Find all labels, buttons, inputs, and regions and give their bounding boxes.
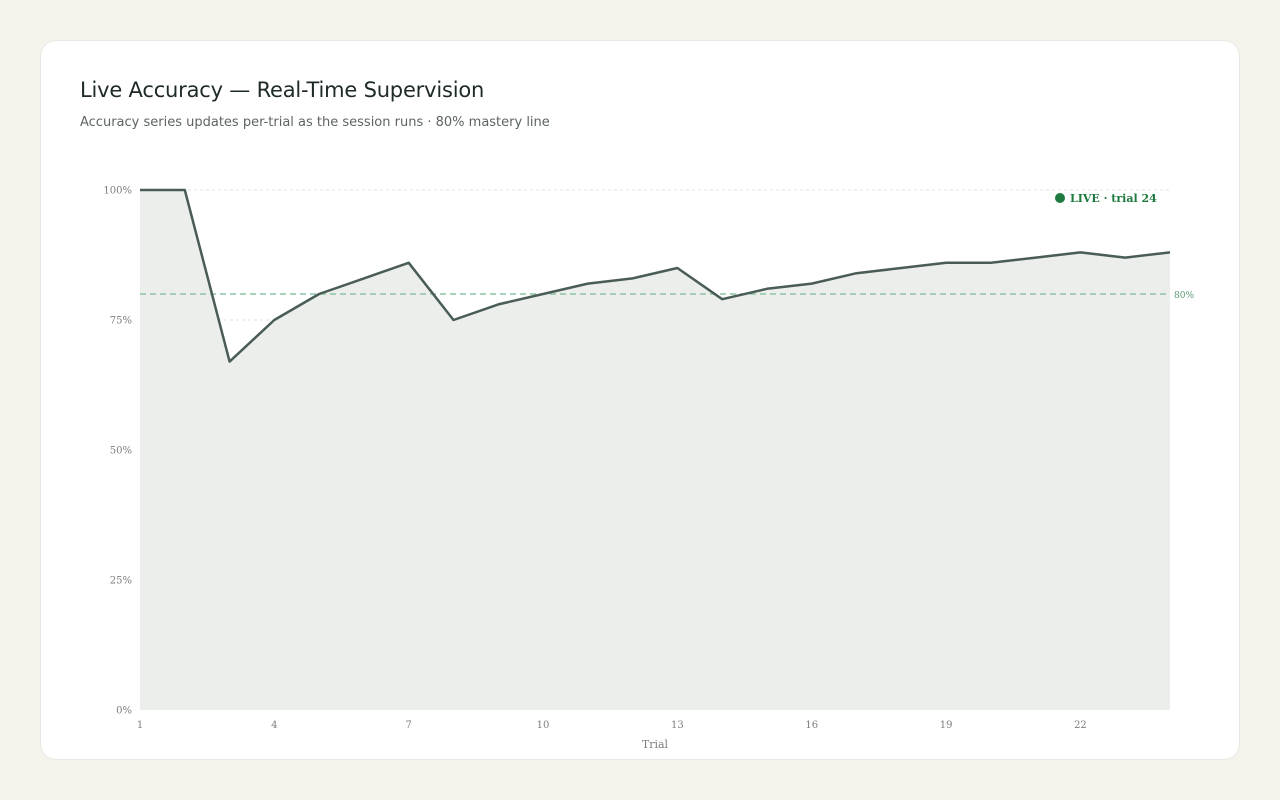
data-point <box>272 318 276 322</box>
data-point <box>989 261 993 265</box>
x-tick-label: 16 <box>805 720 818 731</box>
y-tick-label: 25% <box>110 576 132 587</box>
data-point <box>810 282 814 286</box>
data-point <box>720 297 724 301</box>
data-point <box>451 318 455 322</box>
y-tick-label: 0% <box>116 706 132 717</box>
x-axis-label: Trial <box>642 738 669 751</box>
data-point <box>1034 256 1038 260</box>
x-tick-label: 13 <box>671 720 684 731</box>
data-point <box>317 292 321 296</box>
data-point <box>855 271 859 275</box>
data-point <box>1123 256 1127 260</box>
chart-subtitle: Accuracy series updates per-trial as the… <box>80 115 550 130</box>
data-point <box>183 188 187 192</box>
data-point <box>228 360 232 364</box>
data-point <box>362 276 366 280</box>
data-point <box>407 261 411 265</box>
mastery-threshold-label: 80% <box>1174 291 1194 301</box>
live-indicator-label: LIVE · trial 24 <box>1070 192 1157 205</box>
page-title: Live Accuracy — Real-Time Supervision <box>80 78 485 102</box>
data-point <box>675 266 679 270</box>
data-point <box>541 292 545 296</box>
data-point <box>138 188 142 192</box>
accuracy-line <box>140 188 1171 363</box>
x-tick-label: 19 <box>940 720 953 731</box>
data-point <box>631 276 635 280</box>
x-tick-label: 7 <box>406 720 412 731</box>
data-point <box>586 282 590 286</box>
y-tick-label: 75% <box>110 316 132 327</box>
y-tick-label: 100% <box>103 186 132 197</box>
data-point <box>899 266 903 270</box>
accuracy-area <box>140 190 1170 710</box>
data-point <box>1168 250 1172 254</box>
tick-layer: 0% 25% 50% 75% 100% 1 4 7 10 13 16 19 22 <box>103 186 1086 732</box>
data-point <box>1078 250 1082 254</box>
data-point <box>765 287 769 291</box>
x-tick-label: 10 <box>537 720 550 731</box>
x-tick-label: 1 <box>137 720 143 731</box>
y-tick-label: 50% <box>110 446 132 457</box>
data-point <box>496 302 500 306</box>
live-dot-icon <box>1055 193 1065 203</box>
data-point <box>944 261 948 265</box>
x-tick-label: 22 <box>1074 720 1087 731</box>
x-tick-label: 4 <box>271 720 277 731</box>
live-indicator: LIVE · trial 24 <box>1055 192 1157 205</box>
